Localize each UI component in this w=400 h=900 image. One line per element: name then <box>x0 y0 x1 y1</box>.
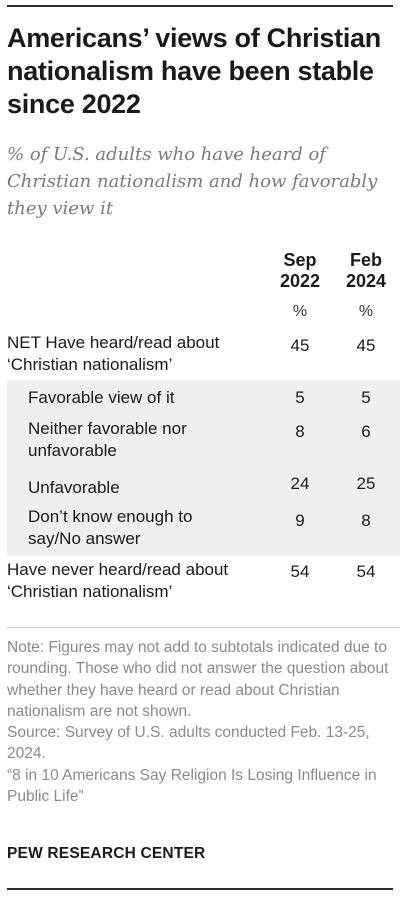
chart-title: Americans’ views of Christian nationalis… <box>7 23 381 119</box>
table-row-neither: Neither favorable nor unfavorable 8 6 <box>7 416 400 466</box>
value-feb-2024: 8 <box>361 511 371 530</box>
column-unit-feb-2024: % <box>358 303 374 320</box>
column-header-month: Sep <box>283 250 317 270</box>
value-sep-2022: 9 <box>295 511 305 530</box>
top-rule <box>7 5 393 7</box>
notes-divider <box>7 627 400 628</box>
row-label: Don’t know enough to say/No answer <box>28 506 192 550</box>
table-row-unfavorable: Unfavorable 24 25 <box>7 468 400 502</box>
row-label-line: ‘Christian nationalism’ <box>7 355 173 374</box>
row-label: NET Have heard/read about ‘Christian nat… <box>7 332 219 376</box>
column-header-year: 2022 <box>279 271 321 291</box>
row-label: Have never heard/read about ‘Christian n… <box>7 559 228 603</box>
value-sep-2022: 8 <box>295 422 305 441</box>
publisher-label: PEW RESEARCH CENTER <box>7 845 206 862</box>
notes-block: Note: Figures may not add to subtotals i… <box>7 637 397 807</box>
column-unit-sep-2022: % <box>292 303 308 320</box>
row-label: Unfavorable <box>28 478 120 497</box>
column-header-year: 2024 <box>345 271 387 291</box>
table-row-never-heard: Have never heard/read about ‘Christian n… <box>7 556 400 608</box>
column-header-month: Feb <box>349 250 382 270</box>
table-row-dont-know: Don’t know enough to say/No answer 9 8 <box>7 504 400 554</box>
row-label: Neither favorable nor unfavorable <box>28 418 187 462</box>
report-title-text: “8 in 10 Americans Say Religion Is Losin… <box>7 766 377 806</box>
value-feb-2024: 45 <box>356 336 376 355</box>
row-label-line: Neither favorable nor <box>28 419 187 438</box>
row-label-line: say/No answer <box>28 529 141 548</box>
table-row-net-heard: NET Have heard/read about ‘Christian nat… <box>7 330 400 380</box>
table-row-favorable: Favorable view of it 5 5 <box>7 380 400 412</box>
value-feb-2024: 6 <box>361 422 371 441</box>
row-label-line: unfavorable <box>28 441 117 460</box>
value-feb-2024: 25 <box>356 474 376 493</box>
row-label: Favorable view of it <box>28 388 175 407</box>
value-sep-2022: 54 <box>290 562 310 581</box>
value-sep-2022: 45 <box>290 336 310 355</box>
value-sep-2022: 24 <box>290 474 310 493</box>
value-feb-2024: 5 <box>361 388 371 407</box>
bottom-rule <box>7 888 393 890</box>
row-label-line: Don’t know enough to <box>28 507 193 526</box>
column-header-feb-2024: Feb 2024 <box>336 250 396 292</box>
note-text: Note: Figures may not add to subtotals i… <box>7 639 389 720</box>
row-label-line: Have never heard/read about <box>7 560 229 579</box>
value-feb-2024: 54 <box>356 562 376 581</box>
shaded-subgroup: Favorable view of it 5 5 Neither favorab… <box>7 380 400 556</box>
column-header-sep-2022: Sep 2022 <box>270 250 330 292</box>
value-sep-2022: 5 <box>295 388 305 407</box>
row-label-line: NET Have heard/read about <box>7 333 220 352</box>
source-text: Source: Survey of U.S. adults conducted … <box>7 724 370 763</box>
chart-subtitle: % of U.S. adults who have heard of Chris… <box>7 144 378 219</box>
row-label-line: ‘Christian nationalism’ <box>7 582 173 601</box>
